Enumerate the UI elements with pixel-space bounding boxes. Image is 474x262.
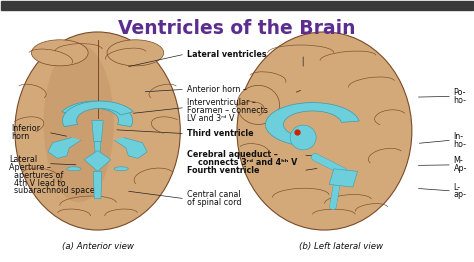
Text: ho-: ho- (454, 96, 466, 105)
Text: of spinal cord: of spinal cord (187, 198, 242, 207)
Ellipse shape (107, 40, 164, 66)
Text: Lateral ventricles: Lateral ventricles (187, 50, 267, 59)
Text: apertures of: apertures of (9, 171, 64, 180)
Ellipse shape (237, 85, 280, 124)
Polygon shape (48, 138, 81, 158)
Polygon shape (93, 171, 102, 199)
Text: Interventricular –: Interventricular – (187, 98, 256, 107)
Text: ap-: ap- (454, 190, 466, 199)
Text: Po-: Po- (454, 88, 466, 97)
Ellipse shape (290, 125, 316, 150)
Polygon shape (84, 151, 111, 171)
Text: L-: L- (454, 183, 461, 192)
Text: M-: M- (454, 156, 463, 166)
Text: Ventricles of the Brain: Ventricles of the Brain (118, 19, 356, 37)
Polygon shape (94, 141, 101, 160)
Polygon shape (265, 103, 359, 146)
Text: connects 3ʳᵈ and 4ʰʰ V: connects 3ʳᵈ and 4ʰʰ V (187, 158, 298, 167)
Bar (0, 1, 474, 10)
Text: Third ventricle: Third ventricle (187, 129, 254, 138)
Polygon shape (92, 121, 103, 141)
Text: Fourth ventricle: Fourth ventricle (187, 166, 260, 175)
Ellipse shape (237, 32, 412, 230)
Ellipse shape (114, 167, 128, 171)
Polygon shape (329, 169, 357, 187)
Polygon shape (63, 101, 133, 127)
Text: Cerebral aqueduct –: Cerebral aqueduct – (187, 150, 278, 160)
Text: Ap-: Ap- (454, 164, 467, 173)
Text: (a) Anterior view: (a) Anterior view (62, 242, 134, 251)
Text: subarachnoid space: subarachnoid space (9, 187, 95, 195)
Ellipse shape (44, 44, 114, 203)
Text: Anterior horn –: Anterior horn – (187, 85, 247, 94)
Ellipse shape (67, 167, 81, 171)
Text: (b) Left lateral view: (b) Left lateral view (299, 242, 383, 251)
Ellipse shape (15, 32, 180, 230)
Polygon shape (62, 101, 133, 127)
Text: ho-: ho- (454, 140, 466, 149)
Polygon shape (114, 138, 147, 158)
Text: LV and 3ʳᵈ V: LV and 3ʳᵈ V (187, 114, 235, 123)
Ellipse shape (31, 40, 88, 66)
Text: Foramen – connects: Foramen – connects (187, 106, 268, 116)
Text: Inferior: Inferior (11, 124, 40, 133)
Text: Aperture –: Aperture – (9, 163, 51, 172)
Text: In-: In- (454, 132, 464, 141)
Text: horn: horn (11, 132, 29, 141)
Text: 4th V lead to: 4th V lead to (9, 179, 66, 188)
Text: Central canal: Central canal (187, 190, 241, 199)
Text: Lateral: Lateral (9, 155, 37, 164)
